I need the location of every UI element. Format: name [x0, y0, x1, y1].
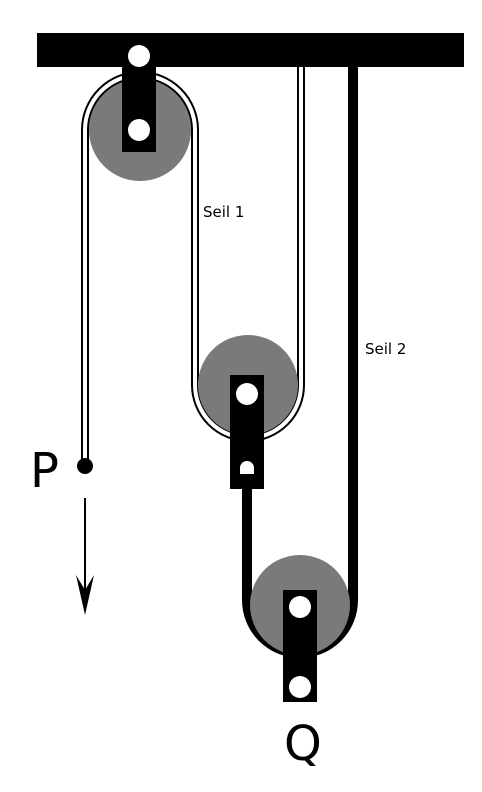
arrow-down-icon: [76, 498, 94, 615]
label-rope-1: Seil 1: [203, 203, 244, 221]
pulley-bottom: [250, 555, 350, 702]
pulley-top-axle: [128, 119, 150, 141]
ceiling-beam: [37, 33, 464, 67]
pulley-middle-hook: [240, 461, 254, 474]
pulley-middle-axle: [236, 383, 258, 405]
label-rope-2: Seil 2: [365, 340, 406, 358]
pulley-middle: [198, 335, 298, 489]
label-load-q: Q: [284, 716, 322, 772]
pulley-top-pin-upper: [128, 45, 150, 67]
pulley-bottom-pin-lower: [289, 676, 311, 698]
rope-1-core: [83, 67, 303, 465]
pulley-bottom-axle: [289, 596, 311, 618]
rope-1: [81, 67, 305, 465]
point-p-dot: [77, 458, 93, 474]
pulley-top: [89, 40, 191, 181]
label-point-p: P: [30, 443, 59, 499]
